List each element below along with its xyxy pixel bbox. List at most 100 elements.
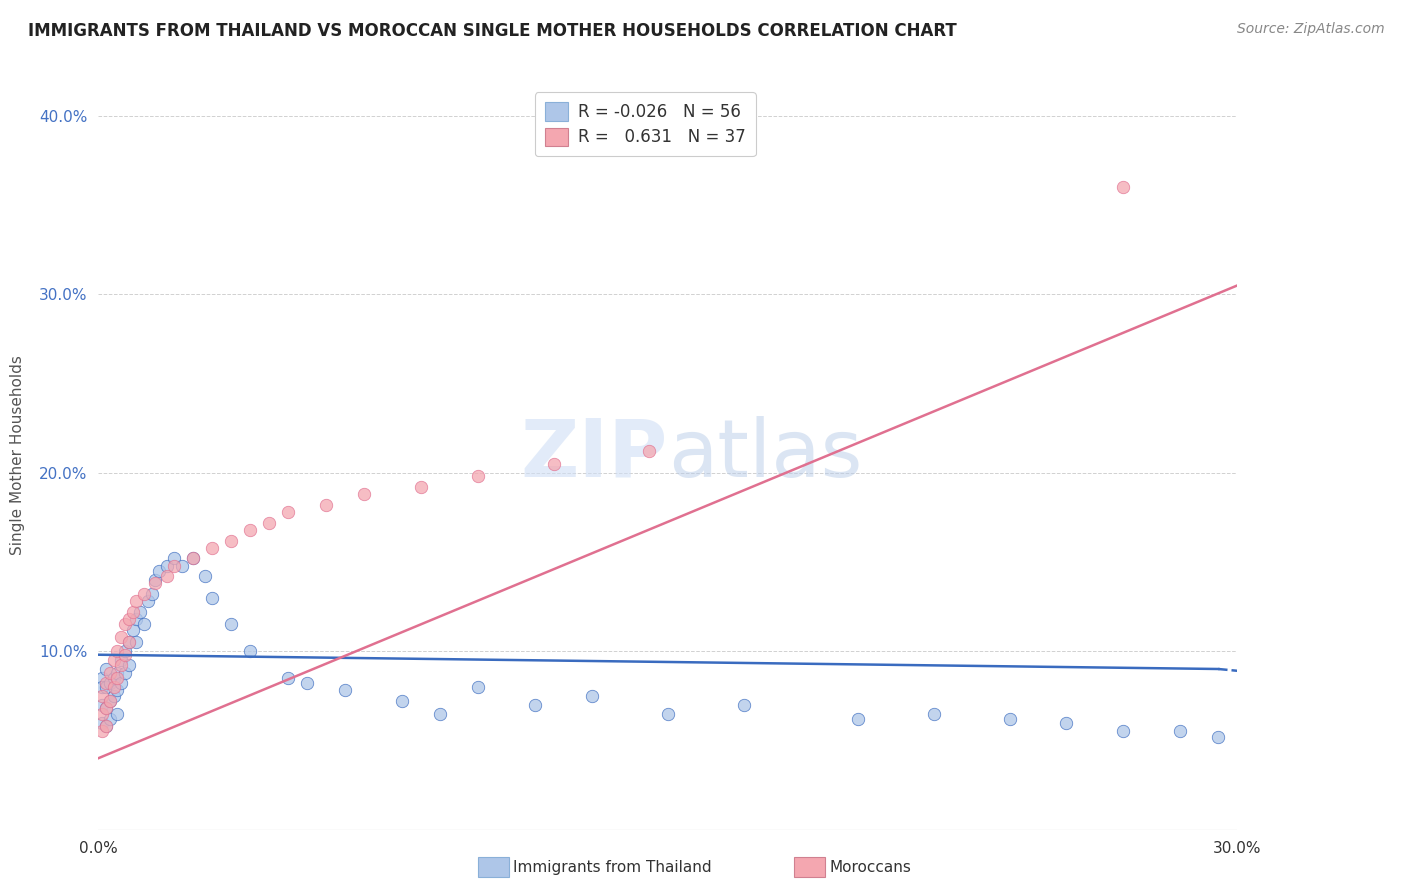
Point [98,694,121,708]
Point [239,523,262,537]
Point [201,541,224,555]
Point [315,498,337,512]
Point [148,564,170,578]
Point [353,487,375,501]
Point [129,605,152,619]
Point [103,671,125,685]
Point [733,698,755,712]
Point [94,701,117,715]
Point [121,623,143,637]
Point [94,680,117,694]
Point [998,712,1021,726]
Point [163,551,186,566]
Point [277,505,299,519]
Point [1112,724,1135,739]
Point [91,680,114,694]
Point [91,689,114,703]
Point [114,644,136,658]
Text: Source: ZipAtlas.com: Source: ZipAtlas.com [1237,22,1385,37]
Point [103,689,125,703]
Point [91,698,114,712]
Legend: R = -0.026   N = 56, R =   0.631   N = 37: R = -0.026 N = 56, R = 0.631 N = 37 [534,93,755,156]
Point [98,694,121,708]
Point [201,591,224,605]
Point [103,653,125,667]
Point [183,551,205,566]
Point [118,635,141,649]
Point [145,573,167,587]
Point [118,635,141,649]
Point [94,719,117,733]
Point [391,694,413,708]
Text: atlas: atlas [668,416,862,494]
Point [114,665,136,680]
Point [145,576,167,591]
Y-axis label: Single Mother Households: Single Mother Households [10,355,25,555]
Point [118,612,141,626]
Point [125,594,148,608]
Point [98,676,121,690]
Point [657,706,679,721]
Point [922,706,945,721]
Point [132,587,155,601]
Point [110,630,132,644]
Point [107,665,129,680]
Point [114,648,136,662]
Point [91,671,114,685]
Point [107,644,129,658]
Point [94,676,117,690]
Point [297,676,319,690]
Text: IMMIGRANTS FROM THAILAND VS MOROCCAN SINGLE MOTHER HOUSEHOLDS CORRELATION CHART: IMMIGRANTS FROM THAILAND VS MOROCCAN SIN… [28,22,957,40]
Point [259,516,281,530]
Point [98,712,121,726]
Point [110,653,132,667]
Point [136,594,159,608]
Point [141,587,163,601]
Point [543,457,565,471]
Point [581,689,603,703]
Point [156,558,179,573]
Point [107,671,129,685]
Point [221,533,243,548]
Point [163,558,186,573]
Text: Moroccans: Moroccans [830,861,911,875]
Point [1208,730,1230,744]
Point [335,683,357,698]
Point [98,665,121,680]
Point [94,701,117,715]
Point [125,612,148,626]
Point [1056,715,1078,730]
Point [221,617,243,632]
Point [114,617,136,632]
Point [110,658,132,673]
Point [121,605,143,619]
Point [846,712,869,726]
Point [110,676,132,690]
Point [277,671,299,685]
Point [94,662,117,676]
Point [1170,724,1192,739]
Point [125,635,148,649]
Point [170,558,193,573]
Point [239,644,262,658]
Text: Immigrants from Thailand: Immigrants from Thailand [513,861,711,875]
Point [118,658,141,673]
Point [183,551,205,566]
Point [103,680,125,694]
Point [107,683,129,698]
Point [411,480,433,494]
Point [1112,180,1135,194]
Point [91,706,114,721]
Point [91,715,114,730]
Point [132,617,155,632]
Point [94,719,117,733]
Point [429,706,451,721]
Point [467,680,489,694]
Point [467,469,489,483]
Point [194,569,217,583]
Point [107,706,129,721]
Text: ZIP: ZIP [520,416,668,494]
Point [638,444,661,458]
Point [156,569,179,583]
Point [524,698,547,712]
